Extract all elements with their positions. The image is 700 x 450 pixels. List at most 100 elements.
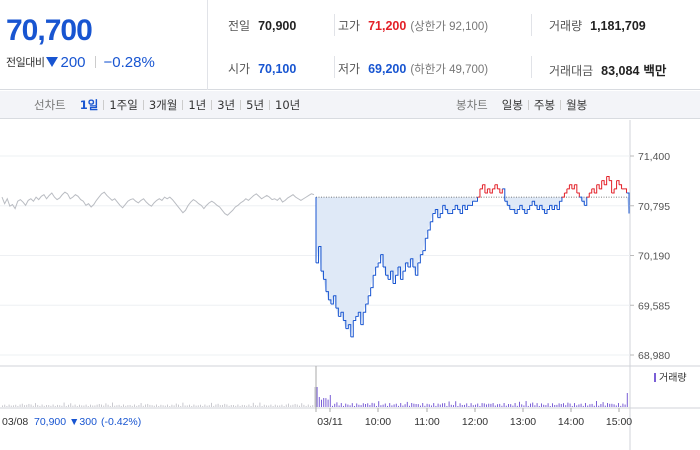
volume-bar [65, 405, 67, 407]
volume-bar [521, 404, 523, 407]
tab-range-5[interactable]: 5년 [246, 98, 265, 112]
price-segment [619, 184, 623, 189]
volume-bar [211, 402, 212, 407]
volume-bar [173, 405, 175, 407]
price-segment [571, 184, 575, 190]
volume-bar [112, 402, 113, 407]
volume-bar [450, 404, 452, 407]
price-segment [393, 275, 396, 284]
volume-bar [68, 404, 69, 407]
tab-candle-2[interactable]: 월봉 [566, 98, 588, 112]
volume-bar [435, 405, 437, 407]
volume-bar [622, 403, 624, 407]
volume-bar [134, 404, 135, 407]
stat-label: 전일 [228, 19, 251, 33]
prev-price: 70,900 [34, 416, 66, 428]
tab-range-2[interactable]: 3개월 [148, 98, 178, 112]
price-segment [422, 238, 426, 252]
tab-range-4[interactable]: 3년 [217, 98, 236, 112]
volume-bar [175, 403, 177, 407]
volume-bar [620, 405, 622, 407]
x-tick-label: 13:00 [510, 416, 536, 428]
volume-bar [384, 403, 386, 407]
volume-bar [310, 405, 311, 407]
volume-bar [70, 403, 72, 407]
volume-bar [530, 403, 531, 407]
tab-range-6[interactable]: 10년 [275, 98, 301, 112]
price-segment [527, 205, 531, 210]
volume-bar [490, 403, 492, 407]
price-segment [574, 184, 578, 194]
volume-bar [494, 405, 496, 407]
volume-bar [180, 405, 182, 407]
volume-bar [63, 402, 65, 407]
price-segment [624, 188, 628, 194]
volume-bar [446, 405, 448, 407]
volume-bar [83, 405, 85, 407]
volume-bar [578, 404, 580, 407]
stat-value: 70,100 [258, 62, 297, 76]
volume-bar [558, 403, 560, 407]
stat-label: 거래량 [549, 19, 583, 33]
volume-bar [41, 404, 43, 407]
price-segment [502, 188, 506, 202]
price-segment [596, 184, 600, 189]
price-segment [328, 299, 332, 305]
price-segment [378, 254, 382, 264]
tab-divider [527, 100, 529, 110]
volume-bar [406, 401, 408, 407]
volume-bar [255, 405, 256, 407]
volume-bar [140, 403, 142, 407]
volume-bar [158, 405, 160, 407]
volume-bar [274, 404, 276, 407]
change-value: 200 [60, 53, 86, 71]
volume-bar [336, 402, 338, 407]
volume-bar [567, 402, 569, 407]
tab-candle-1[interactable]: 주봉 [533, 98, 556, 112]
stat-label: 저가 [338, 62, 361, 76]
volume-bar [376, 405, 377, 407]
volume-bar [316, 387, 318, 407]
volume-bar [79, 404, 80, 407]
volume-bar [602, 402, 604, 407]
volume-bar [510, 404, 512, 407]
tab-range-3[interactable]: 1년 [188, 98, 207, 112]
volume-bar [151, 405, 153, 407]
price-segment [561, 193, 565, 198]
volume-bar [604, 405, 606, 407]
volume-bar [325, 398, 327, 407]
price-segment [494, 184, 498, 189]
price-segment [569, 184, 573, 189]
volume-bar [156, 404, 157, 407]
price-segment [522, 208, 526, 214]
tab-range-1[interactable]: 1주일 [109, 98, 138, 112]
volume-legend: 거래량 [654, 372, 687, 384]
volume-bar [516, 405, 518, 407]
tab-range-0[interactable]: 1일 [79, 98, 99, 112]
volume-bar [615, 405, 617, 407]
y-tick-label: 70,190 [638, 251, 670, 263]
volume-bar [556, 404, 558, 407]
volume-bar [105, 403, 107, 407]
tab-divider [182, 100, 184, 110]
price-segment [365, 295, 369, 305]
volume-bar [593, 405, 595, 407]
stat-volume: 거래량 1,181,709 [549, 17, 646, 34]
volume-bar [356, 403, 358, 407]
volume-bar [43, 405, 45, 407]
price-segment [554, 204, 558, 210]
volume-bar [387, 405, 388, 407]
chart-fill [316, 197, 629, 337]
price-segment [589, 188, 593, 194]
tab-candle-0[interactable]: 일봉 [501, 98, 523, 112]
price-segment [581, 200, 585, 206]
price-segment [579, 196, 583, 202]
stat-label: 시가 [228, 62, 251, 76]
volume-bar [373, 403, 375, 407]
price-segment [591, 188, 595, 194]
price-segment [375, 262, 379, 268]
volume-bar [503, 403, 505, 407]
volume-bar [48, 405, 50, 407]
volume-bar [248, 404, 250, 407]
volume-bar [461, 404, 463, 407]
